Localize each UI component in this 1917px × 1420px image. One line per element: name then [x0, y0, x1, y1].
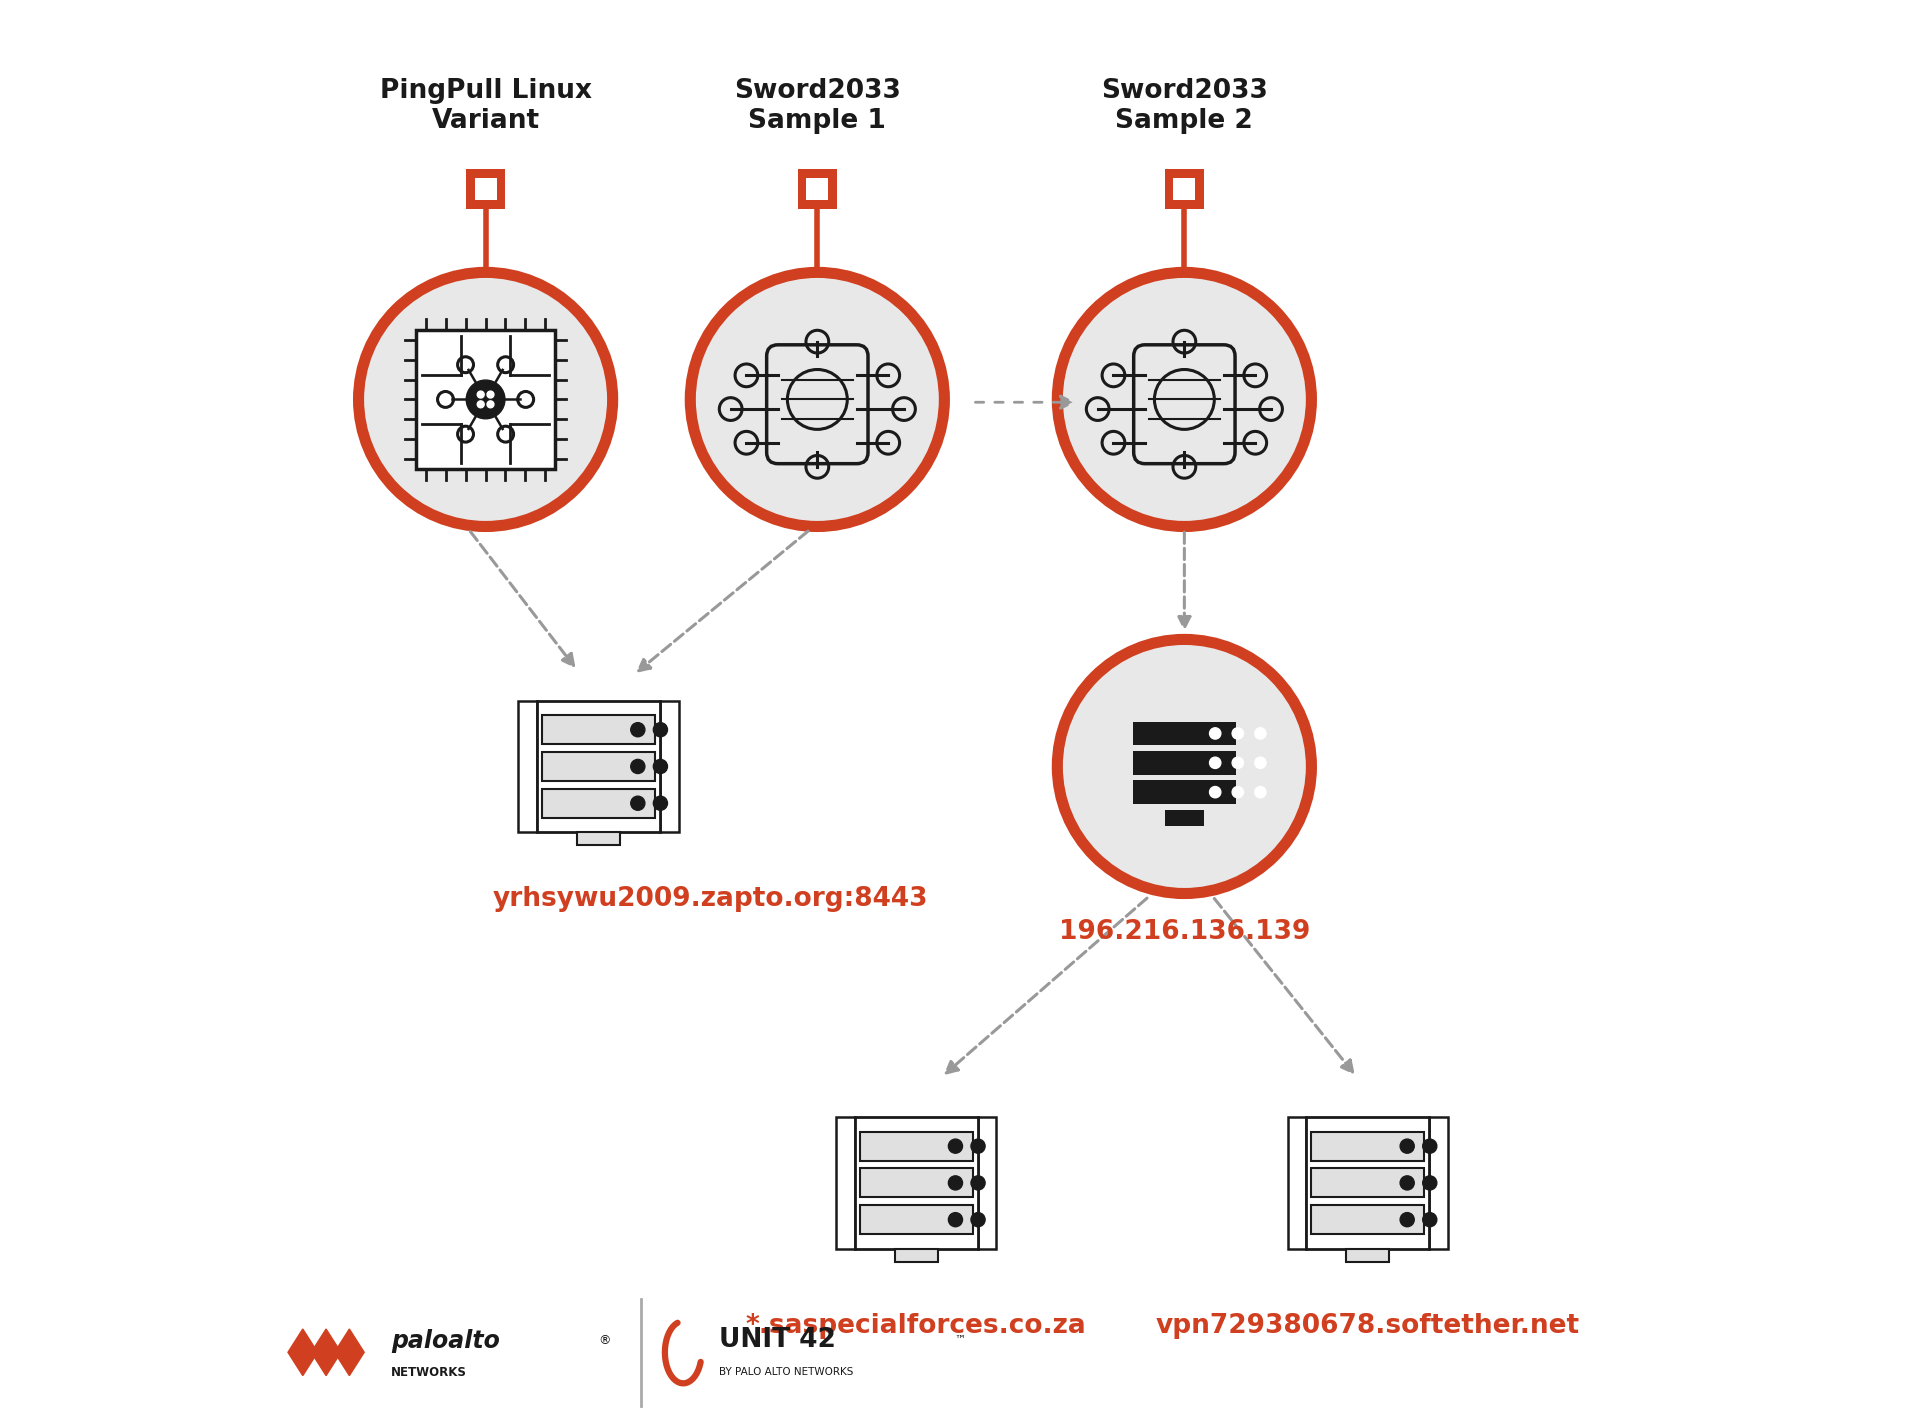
Circle shape: [1233, 757, 1244, 768]
FancyBboxPatch shape: [1173, 178, 1196, 200]
Bar: [1166, 809, 1204, 825]
Bar: [1311, 1132, 1424, 1160]
Circle shape: [1256, 787, 1265, 798]
Bar: [859, 1132, 972, 1160]
Bar: [659, 701, 679, 832]
Circle shape: [358, 273, 613, 527]
FancyBboxPatch shape: [1133, 345, 1235, 464]
Circle shape: [1058, 639, 1311, 893]
Text: vpn729380678.softether.net: vpn729380678.softether.net: [1156, 1312, 1580, 1339]
Text: Sword2033
Sample 1: Sword2033 Sample 1: [734, 78, 901, 133]
Circle shape: [1422, 1176, 1438, 1190]
Bar: [1346, 1248, 1390, 1262]
Text: paloalto: paloalto: [391, 1329, 500, 1353]
Circle shape: [477, 400, 485, 408]
Circle shape: [1256, 728, 1265, 738]
Circle shape: [466, 381, 504, 419]
Circle shape: [631, 760, 644, 774]
Polygon shape: [335, 1329, 364, 1376]
Polygon shape: [288, 1329, 318, 1376]
Bar: [1133, 751, 1236, 774]
Circle shape: [1422, 1213, 1438, 1227]
Text: PingPull Linux
Variant: PingPull Linux Variant: [380, 78, 592, 133]
Circle shape: [1233, 787, 1244, 798]
Bar: [1133, 721, 1236, 746]
Text: ™: ™: [955, 1335, 966, 1345]
Circle shape: [1058, 273, 1311, 527]
Circle shape: [690, 273, 945, 527]
FancyBboxPatch shape: [466, 169, 506, 209]
Circle shape: [1422, 1139, 1438, 1153]
Text: *.saspecialforces.co.za: *.saspecialforces.co.za: [746, 1312, 1087, 1339]
Circle shape: [1210, 728, 1221, 738]
Bar: [978, 1118, 997, 1248]
Text: 196.216.136.139: 196.216.136.139: [1058, 919, 1309, 944]
Circle shape: [1233, 728, 1244, 738]
Bar: [859, 1169, 972, 1197]
Circle shape: [487, 400, 495, 408]
Circle shape: [949, 1139, 962, 1153]
Circle shape: [1210, 787, 1221, 798]
Bar: [895, 1248, 937, 1262]
Circle shape: [631, 723, 644, 737]
Text: UNIT 42: UNIT 42: [719, 1326, 836, 1353]
Text: ®: ®: [598, 1335, 612, 1348]
Bar: [543, 788, 656, 818]
Circle shape: [972, 1213, 985, 1227]
Text: Sword2033
Sample 2: Sword2033 Sample 2: [1100, 78, 1267, 133]
Circle shape: [631, 797, 644, 811]
Circle shape: [1399, 1213, 1415, 1227]
Polygon shape: [311, 1329, 341, 1376]
Circle shape: [949, 1176, 962, 1190]
Circle shape: [1256, 757, 1265, 768]
Text: NETWORKS: NETWORKS: [391, 1366, 468, 1379]
Circle shape: [972, 1176, 985, 1190]
Bar: [518, 701, 537, 832]
FancyBboxPatch shape: [797, 169, 838, 209]
Bar: [1430, 1118, 1447, 1248]
Circle shape: [1399, 1139, 1415, 1153]
Circle shape: [654, 723, 667, 737]
Bar: [1307, 1118, 1430, 1248]
Circle shape: [654, 760, 667, 774]
FancyBboxPatch shape: [807, 178, 828, 200]
Text: BY PALO ALTO NETWORKS: BY PALO ALTO NETWORKS: [719, 1367, 853, 1377]
Circle shape: [1210, 757, 1221, 768]
Bar: [543, 716, 656, 744]
Bar: [1133, 781, 1236, 804]
FancyBboxPatch shape: [416, 331, 554, 469]
Circle shape: [1399, 1176, 1415, 1190]
FancyBboxPatch shape: [475, 178, 497, 200]
Circle shape: [654, 797, 667, 811]
Bar: [859, 1206, 972, 1234]
Bar: [543, 753, 656, 781]
Circle shape: [487, 391, 495, 398]
Bar: [1311, 1169, 1424, 1197]
Bar: [1288, 1118, 1307, 1248]
Circle shape: [972, 1139, 985, 1153]
Bar: [537, 701, 659, 832]
Bar: [1311, 1206, 1424, 1234]
FancyBboxPatch shape: [767, 345, 868, 464]
Bar: [836, 1118, 855, 1248]
Bar: [855, 1118, 978, 1248]
Circle shape: [949, 1213, 962, 1227]
Text: yrhsywu2009.zapto.org:8443: yrhsywu2009.zapto.org:8443: [493, 886, 928, 913]
Circle shape: [477, 391, 485, 398]
Bar: [577, 832, 619, 845]
FancyBboxPatch shape: [1166, 169, 1204, 209]
